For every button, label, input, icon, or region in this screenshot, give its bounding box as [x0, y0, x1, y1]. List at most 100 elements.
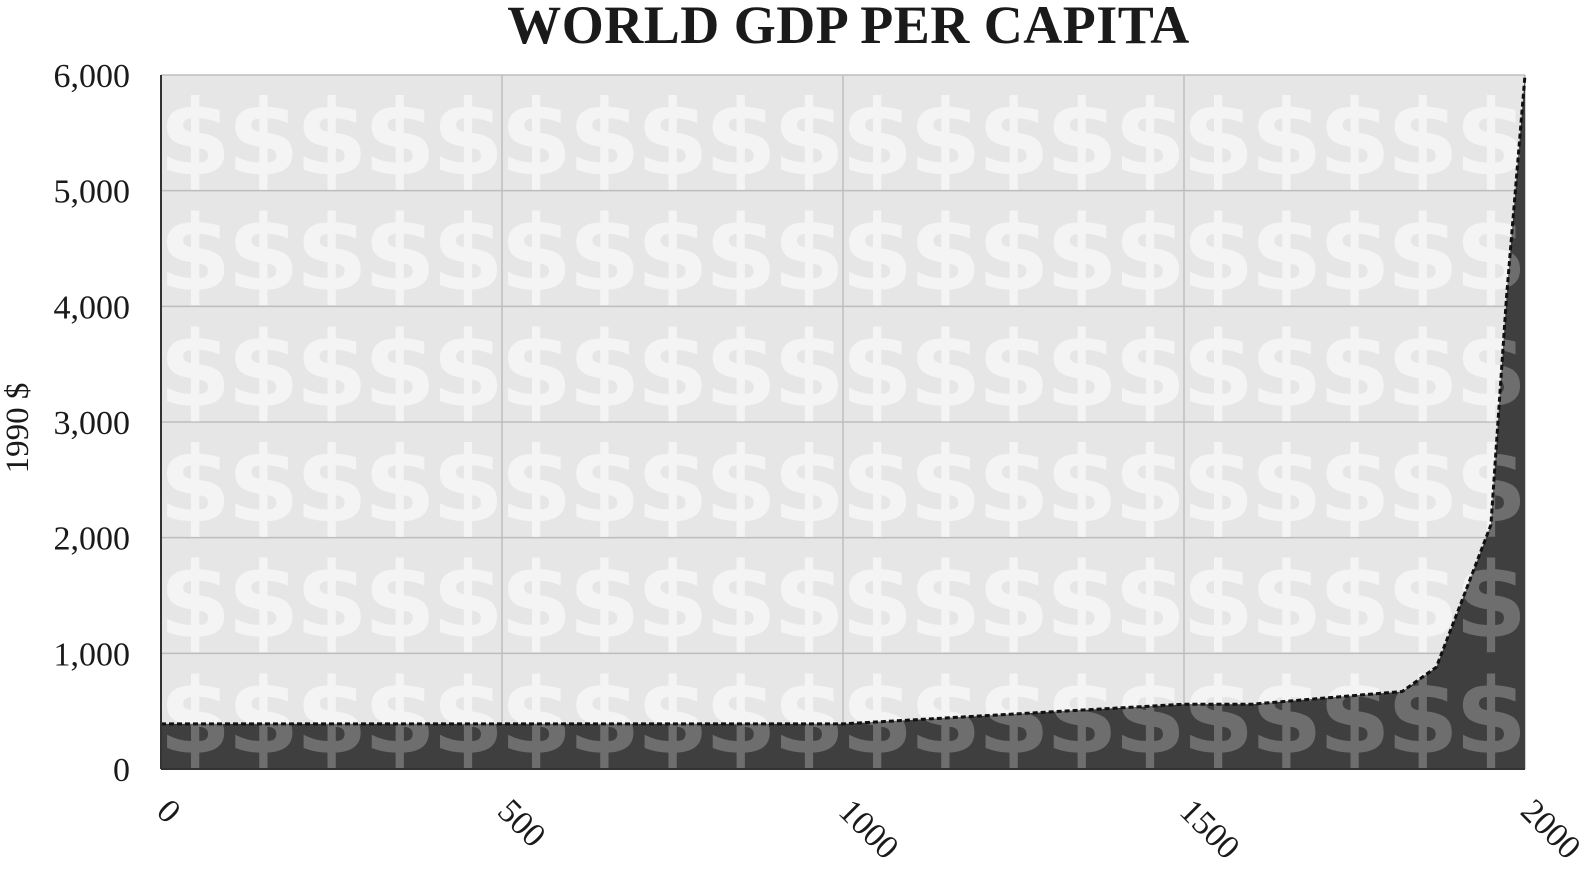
dollar-glyph: $ [432, 77, 504, 199]
dollar-glyph: $ [1046, 309, 1118, 431]
dollar-glyph: $ [1455, 77, 1527, 199]
x-tick-label: 1500 [1172, 792, 1246, 866]
dollar-glyph: $ [1046, 193, 1118, 315]
dollar-glyph: $ [295, 77, 367, 199]
dollar-glyph: $ [977, 309, 1049, 431]
y-tick-label: 1,000 [54, 636, 131, 673]
dollar-glyph: $ [1114, 540, 1186, 662]
dollar-glyph: $ [977, 424, 1049, 546]
dollar-glyph: $ [364, 309, 436, 431]
dollar-glyph: $ [159, 424, 231, 546]
dollar-glyph: $ [500, 309, 572, 431]
dollar-glyph: $ [1182, 77, 1254, 199]
dollar-glyph: $ [1318, 424, 1390, 546]
dollar-glyph: $ [705, 424, 777, 546]
x-tick-label: 500 [490, 792, 552, 854]
dollar-glyph: $ [1182, 424, 1254, 546]
dollar-glyph: $ [1318, 540, 1390, 662]
y-tick-label: 3,000 [54, 405, 131, 442]
dollar-glyph: $ [1114, 424, 1186, 546]
dollar-glyph: $ [500, 540, 572, 662]
y-tick-label: 6,000 [54, 58, 131, 95]
axes [160, 75, 1525, 770]
dollar-glyph: $ [773, 77, 845, 199]
x-tick-label: 2000 [1513, 792, 1585, 866]
dollar-glyph: $ [773, 540, 845, 662]
y-tick-labels: 0 1,000 2,000 3,000 4,000 5,000 6,000 [54, 58, 131, 789]
dollar-glyph: $ [500, 193, 572, 315]
dollar-glyph: $ [227, 309, 299, 431]
dollar-glyph: $ [159, 77, 231, 199]
dollar-glyph: $ [1182, 540, 1254, 662]
dollar-glyph: $ [568, 424, 640, 546]
dollar-glyph: $ [227, 424, 299, 546]
dollar-glyph: $ [364, 77, 436, 199]
y-axis-label: 1990 $ [0, 383, 36, 474]
dollar-glyph: $ [159, 540, 231, 662]
dollar-glyph: $ [1250, 309, 1322, 431]
dollar-glyph: $ [159, 309, 231, 431]
dollar-glyph: $ [773, 193, 845, 315]
y-tick-label: 2,000 [54, 521, 131, 558]
dollar-glyph: $ [1250, 193, 1322, 315]
dollar-glyph: $ [1387, 309, 1459, 431]
dollar-glyph: $ [1182, 309, 1254, 431]
dollar-glyph: $ [1182, 193, 1254, 315]
dollar-glyph: $ [705, 193, 777, 315]
dollar-glyph: $ [1114, 309, 1186, 431]
dollar-glyph: $ [1318, 77, 1390, 199]
dollar-glyph: $ [432, 193, 504, 315]
dollar-pattern-light: $$$$$$$$$$$$$$$$$$$$$$$$$$$$$$$$$$$$$$$$… [159, 77, 1527, 769]
dollar-glyph: $ [1318, 193, 1390, 315]
area-fill [161, 75, 1525, 769]
dollar-glyph: $ [364, 193, 436, 315]
dollar-glyph: $ [636, 540, 708, 662]
x-tick-label: 0 [149, 792, 187, 830]
y-tick-label: 5,000 [54, 174, 131, 211]
dollar-glyph: $ [705, 77, 777, 199]
dollar-glyph: $ [500, 424, 572, 546]
dollar-glyph: $ [773, 424, 845, 546]
dollar-glyph: $ [1046, 77, 1118, 199]
dollar-glyph: $ [1387, 424, 1459, 546]
dollar-glyph: $ [909, 424, 981, 546]
dollar-glyph: $ [1046, 540, 1118, 662]
dollar-glyph: $ [636, 309, 708, 431]
dollar-glyph: $ [1318, 309, 1390, 431]
dollar-glyph: $ [1250, 77, 1322, 199]
dollar-glyph: $ [705, 309, 777, 431]
dollar-glyph: $ [295, 540, 367, 662]
y-tick-label: 0 [113, 752, 130, 789]
dollar-glyph: $ [977, 540, 1049, 662]
dollar-glyph: $ [705, 540, 777, 662]
dollar-glyph: $ [909, 540, 981, 662]
x-tick-label: 1000 [831, 792, 905, 866]
dollar-glyph: $ [977, 77, 1049, 199]
dollar-glyph: $ [1387, 193, 1459, 315]
dollar-glyph: $ [909, 193, 981, 315]
dollar-glyph: $ [568, 540, 640, 662]
dollar-glyph: $ [1387, 77, 1459, 199]
dollar-glyph: $ [841, 540, 913, 662]
dollar-glyph: $ [909, 77, 981, 199]
dollar-glyph: $ [159, 193, 231, 315]
dollar-glyph: $ [364, 424, 436, 546]
dollar-glyph: $ [227, 193, 299, 315]
x-tick-labels: 0 500 1000 1500 2000 [149, 792, 1585, 866]
dollar-glyph: $ [841, 424, 913, 546]
dollar-glyph: $ [841, 193, 913, 315]
dollar-glyph: $ [432, 540, 504, 662]
dollar-glyph: $ [1455, 656, 1527, 778]
dollar-glyph: $ [432, 309, 504, 431]
series-line [161, 74, 1527, 726]
dollar-glyph: $ [295, 424, 367, 546]
dollar-glyph: $ [568, 309, 640, 431]
dollar-glyph: $ [432, 424, 504, 546]
dollar-glyph: $ [909, 309, 981, 431]
dollar-glyph: $ [636, 77, 708, 199]
dollar-glyph: $ [227, 540, 299, 662]
chart-title: WORLD GDP PER CAPITA [507, 0, 1190, 55]
dollar-glyph: $ [773, 309, 845, 431]
dollar-glyph: $ [568, 77, 640, 199]
